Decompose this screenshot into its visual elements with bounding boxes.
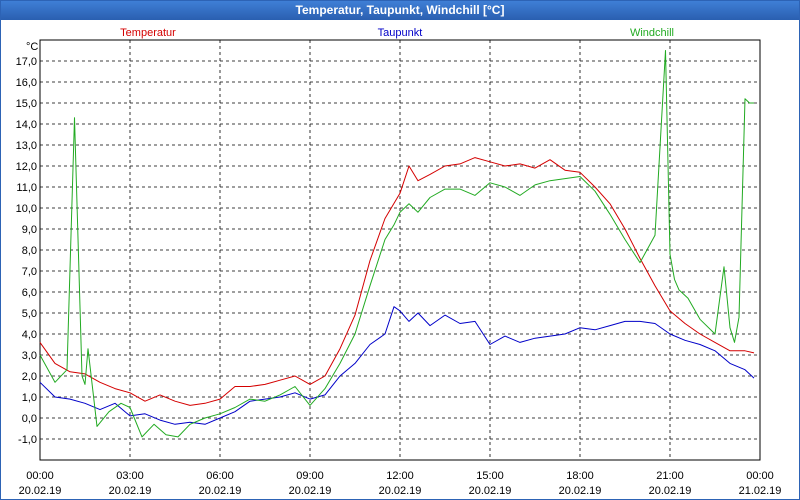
x-tick-time: 03:00 <box>116 470 144 482</box>
legend-temperatur: Temperatur <box>120 27 176 39</box>
grid-lines <box>40 40 760 460</box>
y-tick-label: 9,0 <box>22 224 37 236</box>
y-tick-label: 0,0 <box>22 413 37 425</box>
series-line-windchill <box>39 50 754 438</box>
x-tick-time: 00:00 <box>26 470 54 482</box>
x-tick-time: 12:00 <box>386 470 414 482</box>
x-tick-date: 21.02.19 <box>739 485 782 497</box>
x-tick-date: 20.02.19 <box>379 485 422 497</box>
y-tick-label: 11,0 <box>16 182 37 194</box>
legend-windchill: Windchill <box>630 27 674 39</box>
y-tick-label: 8,0 <box>22 245 37 257</box>
y-tick-label: 16,0 <box>16 77 37 89</box>
legend-taupunkt: Taupunkt <box>378 27 423 39</box>
series-line-taupunkt <box>39 306 755 425</box>
x-tick-date: 20.02.19 <box>199 485 242 497</box>
y-tick-label: 15,0 <box>16 98 37 110</box>
x-tick-date: 20.02.19 <box>109 485 152 497</box>
x-tick-time: 09:00 <box>296 470 324 482</box>
series-lines <box>39 50 755 438</box>
y-tick-label: 12,0 <box>16 161 37 173</box>
window-title: Temperatur, Taupunkt, Windchill [°C] <box>1 1 799 20</box>
x-axis-ticks: 00:00 20.02.19 03:00 20.02.19 06:00 20.02.19 0… <box>19 470 782 497</box>
x-tick-time: 00:00 <box>746 470 774 482</box>
y-axis-ticks: -1,0 0,0 1,0 2,0 3,0 4,0 5,0 6,0 7,0 8,0 9,0 10,0 11… <box>16 56 37 446</box>
legend: Temperatur Taupunkt Windchill <box>120 27 674 39</box>
x-tick-time: 21:00 <box>656 470 684 482</box>
plot-frame <box>39 39 761 461</box>
x-tick-time: 18:00 <box>566 470 594 482</box>
y-tick-label: 2,0 <box>22 371 37 383</box>
y-tick-label: 17,0 <box>16 56 37 68</box>
y-tick-label: 10,0 <box>16 203 37 215</box>
x-tick-date: 20.02.19 <box>19 485 62 497</box>
y-tick-label: 5,0 <box>22 308 37 320</box>
y-tick-label: 14,0 <box>16 119 37 131</box>
y-tick-label: 3,0 <box>22 350 37 362</box>
y-axis-label: °C <box>26 41 38 53</box>
x-tick-time: 15:00 <box>476 470 504 482</box>
x-tick-date: 20.02.19 <box>649 485 692 497</box>
y-tick-label: 4,0 <box>22 329 37 341</box>
y-tick-label: 6,0 <box>22 287 37 299</box>
series-line-temperatur <box>39 157 755 406</box>
x-tick-date: 20.02.19 <box>469 485 512 497</box>
x-tick-time: 06:00 <box>206 470 234 482</box>
x-tick-date: 20.02.19 <box>289 485 332 497</box>
y-tick-label: 13,0 <box>16 140 37 152</box>
y-tick-label: 7,0 <box>22 266 37 278</box>
y-tick-label: 1,0 <box>22 392 37 404</box>
x-tick-date: 20.02.19 <box>559 485 602 497</box>
y-tick-label: -1,0 <box>18 434 37 446</box>
